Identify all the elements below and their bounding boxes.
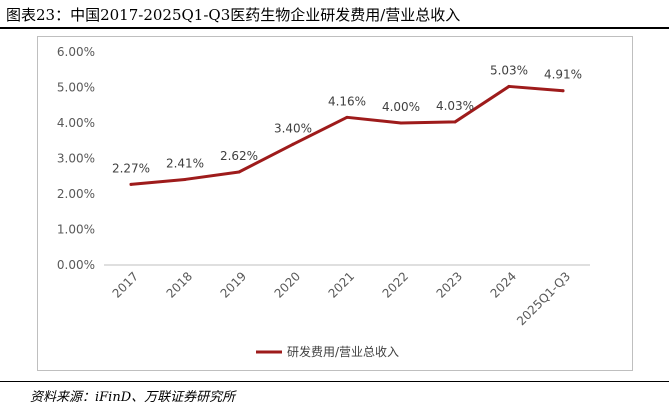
data-point: [507, 84, 511, 88]
data-point: [237, 170, 241, 174]
data-label: 2.27%: [112, 161, 150, 175]
y-axis: 0.00% 1.00% 2.00% 3.00% 4.00% 5.00% 6.00%: [57, 45, 95, 272]
data-label: 2.62%: [220, 149, 258, 163]
y-tick-label: 5.00%: [57, 81, 95, 95]
y-tick-label: 0.00%: [57, 258, 95, 272]
y-tick-label: 2.00%: [57, 187, 95, 201]
x-tick-label: 2023: [434, 269, 465, 300]
y-tick-label: 1.00%: [57, 223, 95, 237]
x-axis: 2017 2018 2019 2020 2021 2022 2023 20242025Q1-Q…: [110, 269, 573, 328]
data-point: [399, 121, 403, 125]
data-label: 4.03%: [436, 99, 474, 113]
data-labels: 2.27% 2.41% 2.62% 3.40% 4.16% 4.00% 4.03% 5.03%…: [112, 63, 582, 186]
data-label: 4.16%: [328, 94, 366, 108]
x-tick-label: 2020: [272, 269, 303, 300]
data-label: 2.41%: [166, 156, 204, 170]
data-point: [345, 115, 349, 119]
data-label: 5.03%: [490, 63, 528, 77]
data-label: 4.91%: [544, 68, 582, 82]
x-tick-label: 2017: [110, 269, 141, 300]
y-tick-label: 6.00%: [57, 45, 95, 59]
data-point: [291, 142, 295, 146]
source-note: 资料来源：iFinD、万联证券研究所: [30, 390, 236, 405]
x-tick-label: 2022: [380, 269, 411, 300]
data-point: [453, 120, 457, 124]
data-point: [561, 89, 565, 93]
source-rule: [0, 381, 669, 382]
data-point: [129, 182, 133, 186]
figure-title: 图表23：中国2017-2025Q1-Q3医药生物企业研发费用/营业总收入: [6, 6, 461, 24]
x-tick-label: 2024: [488, 269, 519, 300]
x-tick-label: 2025Q1-Q3: [514, 269, 573, 328]
x-tick-label: 2021: [326, 269, 357, 300]
data-label: 4.00%: [382, 100, 420, 114]
y-tick-label: 4.00%: [57, 116, 95, 130]
data-label: 3.40%: [274, 121, 312, 135]
x-tick-label: 2019: [218, 269, 249, 300]
legend: 研发费用/营业总收入: [256, 344, 399, 359]
title-rule: [0, 27, 669, 29]
chart-frame: [37, 36, 633, 371]
data-point: [183, 177, 187, 181]
x-tick-label: 2018: [164, 269, 195, 300]
y-tick-label: 3.00%: [57, 152, 95, 166]
legend-label: 研发费用/营业总收入: [287, 344, 399, 359]
